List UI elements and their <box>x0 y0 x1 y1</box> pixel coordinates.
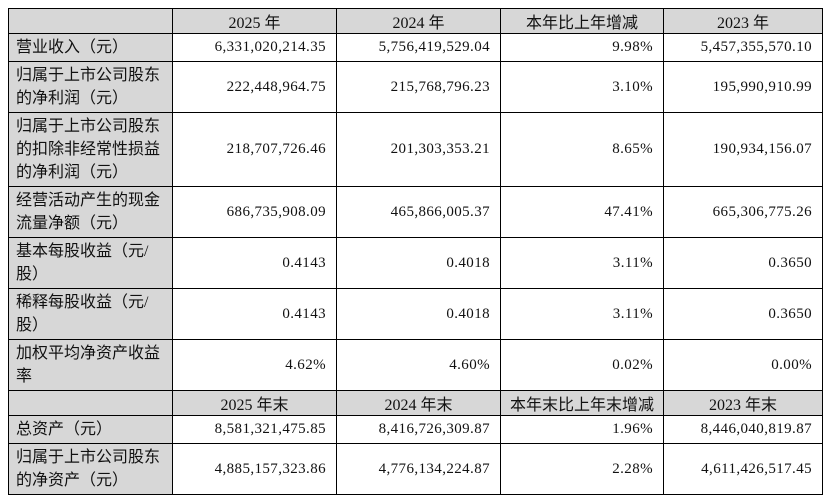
row-label: 归属于上市公司股东的净资产（元） <box>8 443 173 495</box>
value-2025: 0.4143 <box>172 288 337 340</box>
value-2023: 5,457,355,570.10 <box>663 33 823 62</box>
header-2025: 2025 年 <box>172 8 337 34</box>
value-2023: 190,934,156.07 <box>663 112 823 187</box>
value-change: 3.10% <box>500 61 664 113</box>
row-label: 稀释每股收益（元/股） <box>8 288 173 340</box>
value-change: 8.65% <box>500 112 664 187</box>
header-2023-end: 2023 年末 <box>663 390 823 416</box>
row-label: 归属于上市公司股东的扣除非经常性损益的净利润（元） <box>8 112 173 187</box>
header-2024: 2024 年 <box>336 8 501 34</box>
value-change: 1.96% <box>500 415 664 444</box>
value-change: 47.41% <box>500 186 664 238</box>
row-label: 营业收入（元） <box>8 33 173 62</box>
table-row-weighted-avg-roe: 加权平均净资产收益率 4.62% 4.60% 0.02% 0.00% <box>8 339 823 391</box>
value-2025: 8,581,321,475.85 <box>172 415 337 444</box>
value-2025: 0.4143 <box>172 237 337 289</box>
value-2025: 222,448,964.75 <box>172 61 337 113</box>
blank-corner-cell <box>8 8 173 34</box>
value-2024: 0.4018 <box>336 237 501 289</box>
table-row-revenue: 营业收入（元） 6,331,020,214.35 5,756,419,529.0… <box>8 33 823 62</box>
header-yoy-change: 本年比上年增减 <box>500 8 664 34</box>
value-change: 9.98% <box>500 33 664 62</box>
value-2024: 5,756,419,529.04 <box>336 33 501 62</box>
value-2024: 4,776,134,224.87 <box>336 443 501 495</box>
value-2025: 4.62% <box>172 339 337 391</box>
table-row-diluted-eps: 稀释每股收益（元/股） 0.4143 0.4018 3.11% 0.3650 <box>8 288 823 340</box>
annual-header-row: 2025 年 2024 年 本年比上年增减 2023 年 <box>8 8 823 34</box>
value-change: 3.11% <box>500 237 664 289</box>
table-row-basic-eps: 基本每股收益（元/股） 0.4143 0.4018 3.11% 0.3650 <box>8 237 823 289</box>
value-2023: 0.3650 <box>663 288 823 340</box>
row-label: 基本每股收益（元/股） <box>8 237 173 289</box>
value-2023: 8,446,040,819.87 <box>663 415 823 444</box>
table-row-total-assets: 总资产（元） 8,581,321,475.85 8,416,726,309.87… <box>8 415 823 444</box>
value-2023: 195,990,910.99 <box>663 61 823 113</box>
year-end-header-row: 2025 年末 2024 年末 本年末比上年末增减 2023 年末 <box>8 390 823 416</box>
value-2023: 4,611,426,517.45 <box>663 443 823 495</box>
value-2025: 4,885,157,323.86 <box>172 443 337 495</box>
header-year-end-change: 本年末比上年末增减 <box>500 390 664 416</box>
header-2024-end: 2024 年末 <box>336 390 501 416</box>
value-2024: 8,416,726,309.87 <box>336 415 501 444</box>
value-change: 2.28% <box>500 443 664 495</box>
financial-summary-table: 2025 年 2024 年 本年比上年增减 2023 年 营业收入（元） 6,3… <box>8 8 823 495</box>
row-label: 归属于上市公司股东的净利润（元） <box>8 61 173 113</box>
value-2025: 686,735,908.09 <box>172 186 337 238</box>
value-2024: 215,768,796.23 <box>336 61 501 113</box>
value-2023: 665,306,775.26 <box>663 186 823 238</box>
value-2024: 201,303,353.21 <box>336 112 501 187</box>
value-2025: 6,331,020,214.35 <box>172 33 337 62</box>
value-2024: 0.4018 <box>336 288 501 340</box>
value-2023: 0.3650 <box>663 237 823 289</box>
header-2023: 2023 年 <box>663 8 823 34</box>
value-2023: 0.00% <box>663 339 823 391</box>
table-row-operating-cash-flow: 经营活动产生的现金流量净额（元） 686,735,908.09 465,866,… <box>8 186 823 238</box>
row-label: 经营活动产生的现金流量净额（元） <box>8 186 173 238</box>
table-row-net-assets: 归属于上市公司股东的净资产（元） 4,885,157,323.86 4,776,… <box>8 443 823 495</box>
blank-corner-cell <box>8 390 173 416</box>
row-label: 加权平均净资产收益率 <box>8 339 173 391</box>
table-row-net-profit-excl-nonrecurring: 归属于上市公司股东的扣除非经常性损益的净利润（元） 218,707,726.46… <box>8 112 823 187</box>
value-2024: 4.60% <box>336 339 501 391</box>
value-2025: 218,707,726.46 <box>172 112 337 187</box>
row-label: 总资产（元） <box>8 415 173 444</box>
table-row-net-profit: 归属于上市公司股东的净利润（元） 222,448,964.75 215,768,… <box>8 61 823 113</box>
value-change: 0.02% <box>500 339 664 391</box>
key-financials-table: 2025 年 2024 年 本年比上年增减 2023 年 营业收入（元） 6,3… <box>8 8 823 495</box>
value-change: 3.11% <box>500 288 664 340</box>
header-2025-end: 2025 年末 <box>172 390 337 416</box>
value-2024: 465,866,005.37 <box>336 186 501 238</box>
